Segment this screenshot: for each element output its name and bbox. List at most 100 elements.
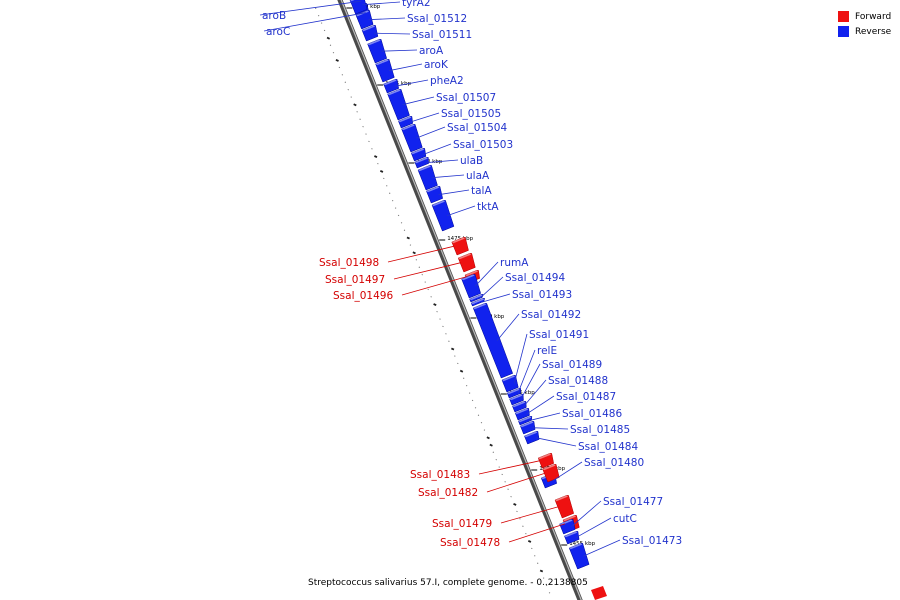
gc-dot xyxy=(427,288,429,291)
reverse-gene-block xyxy=(559,519,576,535)
reverse-gene-block xyxy=(509,394,524,406)
gc-dot xyxy=(498,466,500,468)
gene-label: tyrA2 xyxy=(402,0,431,9)
gc-dot xyxy=(424,281,426,283)
gene-face xyxy=(537,453,554,469)
gene-face xyxy=(355,10,374,30)
gene-face xyxy=(383,79,399,94)
gc-dot xyxy=(516,510,518,513)
gc-dot xyxy=(353,103,357,107)
gc-dot xyxy=(522,525,524,527)
leader-line xyxy=(528,412,561,422)
gc-dot xyxy=(329,44,332,46)
reverse-gene-block xyxy=(506,388,521,399)
gc-content-dots xyxy=(314,7,551,594)
gene-top-highlight xyxy=(507,388,521,395)
gene-top-highlight xyxy=(465,270,478,277)
gc-dot xyxy=(371,148,373,150)
gc-dot xyxy=(320,22,323,24)
gene-top-highlight xyxy=(564,531,578,538)
leader-line xyxy=(520,363,541,400)
leader-line xyxy=(531,427,569,430)
leader-line xyxy=(438,189,470,196)
gene-label: Ssal_01477 xyxy=(603,496,663,508)
gc-dot xyxy=(400,222,403,224)
gene-face xyxy=(398,116,413,129)
gene-top-highlight xyxy=(451,237,465,244)
gene-top-highlight xyxy=(559,519,573,526)
tick-label: 1485 kbp xyxy=(385,81,411,87)
leader-line xyxy=(481,293,511,303)
gc-dot xyxy=(430,296,432,298)
reverse-gene-block xyxy=(514,408,530,421)
gene-label: aroB xyxy=(262,10,286,22)
gc-dot xyxy=(368,140,370,143)
gene-face xyxy=(367,39,388,64)
genome-caption: Streptococcus salivarius 57.I, complete … xyxy=(308,578,588,588)
reverse-gene-block xyxy=(501,375,519,393)
reverse-gene-block xyxy=(512,401,527,413)
leader-line xyxy=(393,262,461,280)
gene-label: ulaA xyxy=(466,170,490,182)
backbone-highlight xyxy=(340,0,582,600)
gene-label: Ssal_01486 xyxy=(562,408,622,420)
gc-dot xyxy=(323,29,326,32)
leader-line xyxy=(402,96,435,106)
reverse-gene-block xyxy=(349,0,368,15)
gc-dot xyxy=(335,58,339,62)
gene-features xyxy=(349,0,607,600)
gc-dot xyxy=(454,355,456,357)
gc-dot xyxy=(365,133,367,135)
gc-dot xyxy=(483,429,486,431)
gene-top-highlight xyxy=(398,116,412,123)
gene-face xyxy=(461,274,482,299)
gene-top-highlight xyxy=(461,274,475,281)
gene-face xyxy=(501,375,519,393)
gene-label: pheA2 xyxy=(430,75,464,87)
leader-line xyxy=(388,63,423,72)
gc-dot xyxy=(459,369,464,373)
gene-top-highlight xyxy=(375,59,389,66)
gene-face xyxy=(361,25,379,42)
gc-dot xyxy=(377,162,379,165)
leader-line xyxy=(431,174,465,179)
leader-line xyxy=(259,0,362,16)
reverse-gene-block xyxy=(383,79,399,94)
forward-gene-block xyxy=(537,453,554,469)
gene-label: Ssal_01511 xyxy=(412,29,472,41)
gc-dot xyxy=(492,451,495,453)
leader-line xyxy=(582,539,621,557)
gene-label: Ssal_01493 xyxy=(512,289,572,301)
gc-dot xyxy=(513,502,517,506)
gc-dot xyxy=(394,207,397,209)
reverse-gene-block xyxy=(431,200,455,232)
gene-top-highlight xyxy=(367,39,381,46)
gene-label: Ssal_01488 xyxy=(548,375,608,387)
reverse-gene-block xyxy=(518,416,533,426)
leader-line xyxy=(479,276,504,299)
gene-top-highlight xyxy=(401,124,415,131)
leader-line xyxy=(523,379,547,407)
gc-dot xyxy=(519,518,521,520)
gene-face xyxy=(554,495,575,519)
gc-dot xyxy=(545,584,548,587)
gene-face xyxy=(568,543,590,570)
reverse-gene-block xyxy=(417,165,438,191)
gene-label: rumA xyxy=(500,257,529,269)
gene-top-highlight xyxy=(555,495,568,502)
gc-dot xyxy=(362,125,364,128)
gc-dot xyxy=(326,36,331,40)
gene-face xyxy=(401,124,423,153)
gene-face xyxy=(431,200,455,232)
reverse-gene-block xyxy=(568,543,590,570)
gc-dot xyxy=(359,118,361,120)
gc-dot xyxy=(341,74,344,76)
gc-dot xyxy=(388,192,391,194)
backbone-line xyxy=(337,0,583,600)
gene-face xyxy=(470,298,486,307)
gc-dot xyxy=(350,96,352,98)
gene-top-highlight xyxy=(563,515,576,522)
gene-label: ulaB xyxy=(460,155,483,167)
gc-dot xyxy=(374,155,378,159)
reverse-gene-block xyxy=(361,25,379,42)
